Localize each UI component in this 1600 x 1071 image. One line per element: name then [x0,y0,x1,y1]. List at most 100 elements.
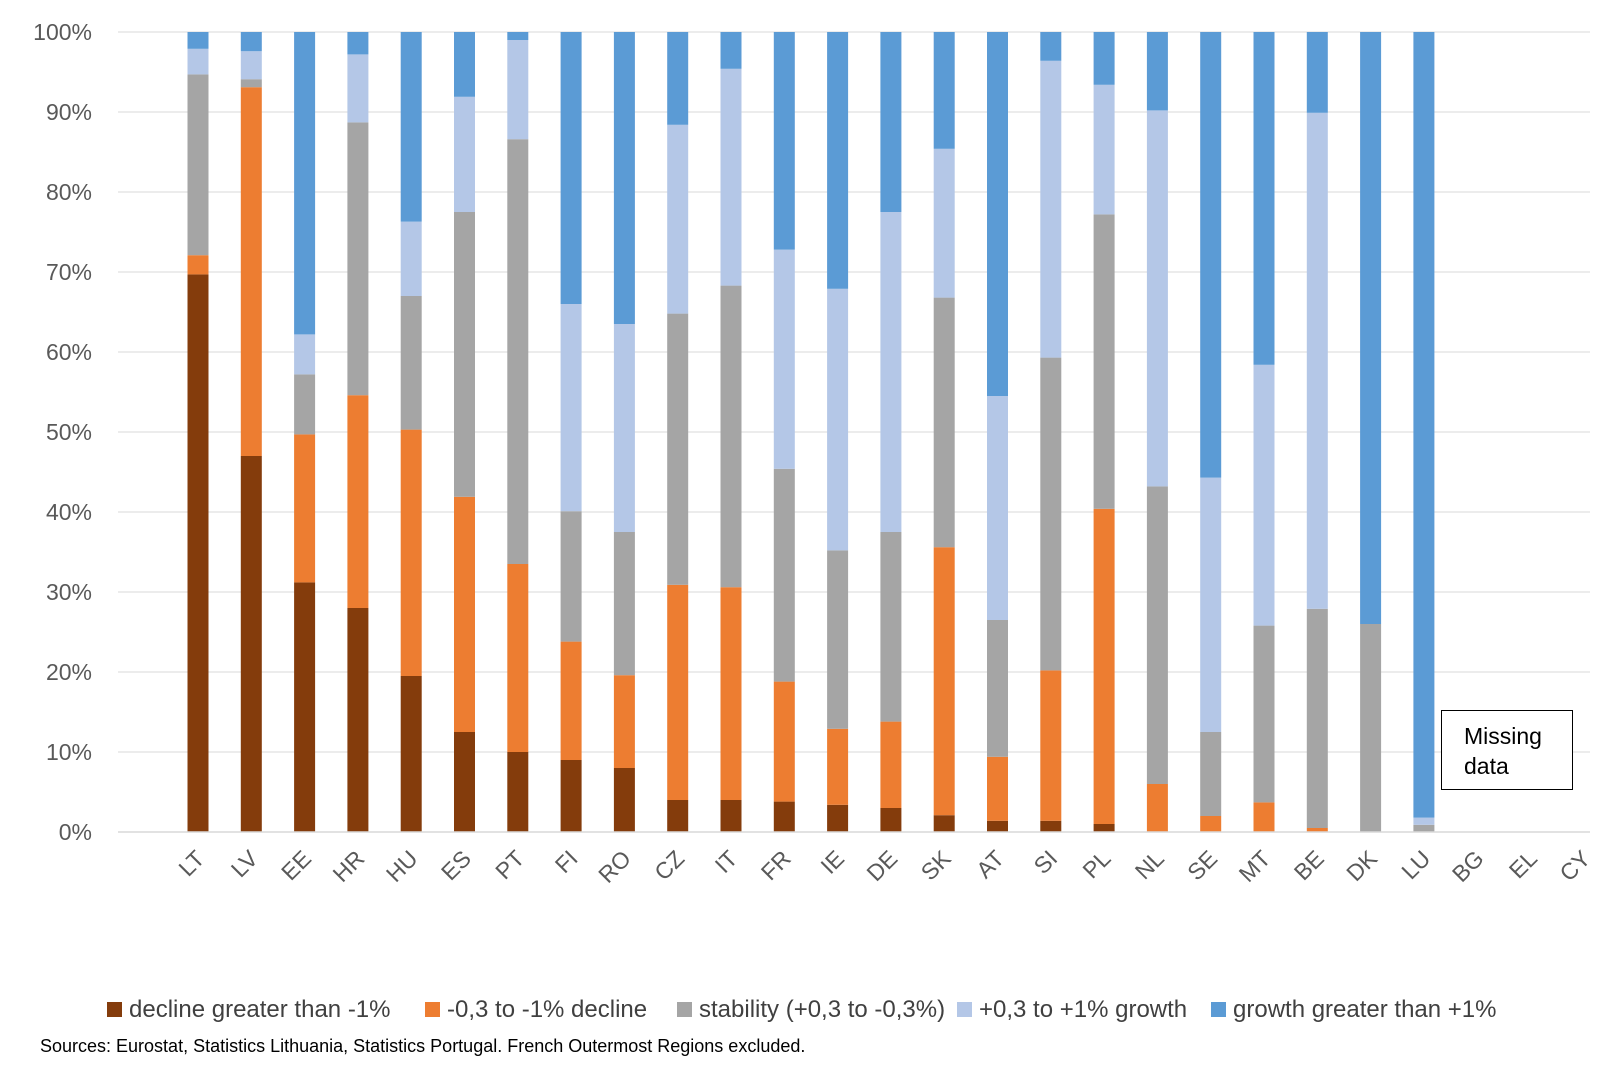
bar-stack-ro [613,32,635,832]
bar-stack-pt [507,32,529,832]
bar-es-0-3-to-1-decline [454,496,475,732]
x-axis-tick-labels: LT LV EE HR HU ES PT FI RO CZ IT FR IE DE SK AT SI PL NL SE… [173,845,1595,888]
bar-stack-fr [773,32,795,832]
bar-cz-stability-0-3-to-0-3 [667,313,689,585]
y-tick-label: 60% [46,339,92,365]
legend-swatch [957,1002,972,1017]
y-tick-label: 20% [46,659,92,685]
bar-lv-decline-greater-than-1 [240,456,262,832]
bar-ie-growth-greater-than-1 [827,32,849,289]
bar-stack-be [1306,32,1328,832]
bar-nl-0-3-to-1-growth [1146,110,1168,487]
bar-stack-at [987,32,1008,832]
bar-pt-stability-0-3-to-0-3 [507,139,529,564]
bar-at-0-3-to-1-decline [987,756,1008,821]
bar-pl-stability-0-3-to-0-3 [1093,214,1115,509]
x-tick-label: ES [436,845,476,885]
legend-swatch [1211,1002,1226,1017]
bar-at-stability-0-3-to-0-3 [987,620,1008,757]
x-tick-label: BG [1447,845,1489,887]
legend-label: +0,3 to +1% growth [979,996,1187,1023]
missing-data-annotation: Missing data [1464,723,1542,779]
bar-lt-0-3-to-1-decline [187,255,209,275]
bar-stack-de [880,32,902,832]
bar-fi-growth-greater-than-1 [560,32,582,304]
y-tick-label: 70% [46,259,92,285]
y-tick-label: 40% [46,499,92,525]
x-tick-label: BE [1289,845,1329,885]
bar-sk-growth-greater-than-1 [933,32,955,149]
bar-pl-growth-greater-than-1 [1093,32,1115,85]
bar-si-0-3-to-1-growth [1040,60,1062,358]
bar-it-growth-greater-than-1 [720,32,742,69]
bar-ee-0-3-to-1-growth [294,334,316,375]
bar-lt-0-3-to-1-growth [187,48,209,75]
bar-ro-0-3-to-1-decline [613,675,635,768]
x-tick-label: DK [1341,845,1382,886]
x-tick-label: AT [971,845,1009,883]
bar-si-stability-0-3-to-0-3 [1040,357,1062,671]
bar-ro-growth-greater-than-1 [613,32,635,324]
bar-hr-0-3-to-1-growth [347,54,369,123]
bar-cz-decline-greater-than-1 [667,800,689,832]
bar-sk-0-3-to-1-growth [933,148,955,298]
bar-ro-stability-0-3-to-0-3 [613,532,635,676]
bar-nl-growth-greater-than-1 [1146,32,1168,111]
bar-pl-0-3-to-1-decline [1093,508,1115,824]
x-tick-label: MT [1234,845,1276,887]
legend-item-stability-0-3-to-0-3: stability (+0,3 to -0,3%) [677,996,945,1023]
bar-it-stability-0-3-to-0-3 [720,285,742,588]
bar-stack-nl [1146,32,1168,832]
bar-hr-decline-greater-than-1 [347,608,369,832]
bar-be-stability-0-3-to-0-3 [1306,608,1328,828]
bar-it-0-3-to-1-decline [720,587,742,800]
bar-it-decline-greater-than-1 [720,800,742,832]
bar-ie-stability-0-3-to-0-3 [827,550,849,729]
bar-nl-0-3-to-1-decline [1146,784,1168,832]
x-tick-label: IT [710,845,743,878]
bar-fr-0-3-to-1-growth [773,249,795,469]
x-tick-label: EE [276,845,316,885]
legend-label: stability (+0,3 to -0,3%) [699,996,945,1023]
bar-es-0-3-to-1-growth [454,96,475,212]
bar-lu-0-3-to-1-growth [1413,817,1435,825]
bar-se-0-3-to-1-growth [1200,477,1222,732]
bar-fr-growth-greater-than-1 [773,32,795,250]
bar-stack-si [1040,32,1062,832]
bar-stack-fi [560,32,582,832]
bar-fi-decline-greater-than-1 [560,760,582,832]
x-tick-label: EL [1504,845,1542,883]
x-tick-label: HU [381,845,423,887]
bar-se-stability-0-3-to-0-3 [1200,732,1222,816]
y-tick-label: 80% [46,179,92,205]
bar-es-stability-0-3-to-0-3 [454,212,475,497]
bar-at-decline-greater-than-1 [987,820,1008,832]
bar-hu-stability-0-3-to-0-3 [400,296,422,430]
bar-hr-0-3-to-1-decline [347,395,369,608]
bar-stack-hr [347,32,369,832]
bar-lu-stability-0-3-to-0-3 [1413,824,1435,832]
bar-lu-growth-greater-than-1 [1413,32,1435,818]
bar-stack-lt [187,32,209,832]
bar-hu-decline-greater-than-1 [400,676,422,832]
bar-cz-growth-greater-than-1 [667,32,689,125]
bar-ie-0-3-to-1-decline [827,728,849,805]
bar-pt-0-3-to-1-growth [507,40,529,140]
legend-label: -0,3 to -1% decline [447,996,647,1023]
x-tick-label: HR [328,845,370,887]
legend-swatch [107,1002,122,1017]
bar-sk-decline-greater-than-1 [933,815,955,832]
bar-ie-decline-greater-than-1 [827,804,849,832]
y-tick-label: 90% [46,99,92,125]
bar-cz-0-3-to-1-growth [667,124,689,314]
legend-swatch [425,1002,440,1017]
bar-fr-decline-greater-than-1 [773,801,795,832]
legend-item-0-3-to-1-decline: -0,3 to -1% decline [425,996,647,1023]
x-tick-label: IE [815,845,849,879]
bar-lv-growth-greater-than-1 [240,32,262,52]
bar-fi-0-3-to-1-decline [560,641,582,760]
bar-mt-stability-0-3-to-0-3 [1253,625,1275,803]
bar-lt-decline-greater-than-1 [187,274,209,832]
y-tick-label: 0% [59,819,92,845]
